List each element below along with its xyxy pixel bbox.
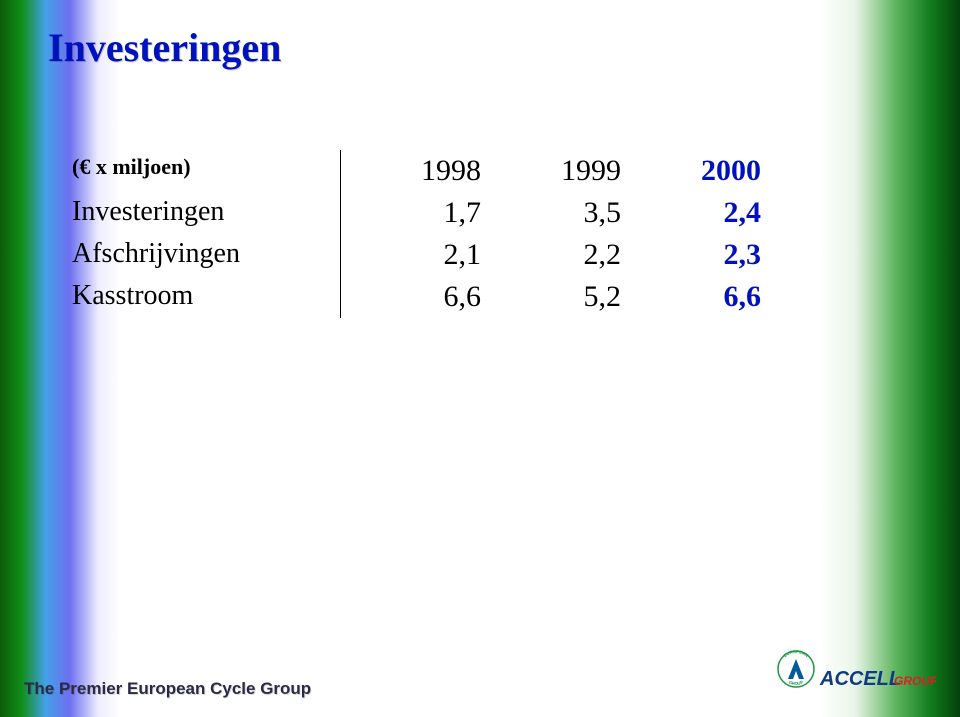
table-cell: 6,6 [341,276,482,318]
table-column-header: 1998 [341,150,482,192]
table-column-header: 2000 [621,150,761,192]
table-cell: 3,5 [481,192,621,234]
data-table: (€ x miljoen)199819992000 Investeringen1,… [72,150,761,318]
table-cell: 5,2 [481,276,621,318]
table-row-label: Kasstroom [72,276,341,318]
footer-tagline: The Premier European Cycle Group [24,679,311,699]
svg-text:EUROPEAN: EUROPEAN [783,649,810,658]
logo-brand-text: ACCELL [819,668,901,690]
table-column-header: 1999 [481,150,621,192]
company-logo: EUROPEAN GROUP ACCELL GROUP [776,647,936,707]
slide-title: Investeringen [48,24,281,71]
table-cell: 6,6 [621,276,761,318]
table-cell: 2,2 [481,234,621,276]
table-cell: 2,3 [621,234,761,276]
svg-text:GROUP: GROUP [788,679,804,686]
logo-a-icon [788,659,804,679]
logo-ring-top-text: EUROPEAN [783,649,810,658]
table-cell: 1,7 [341,192,482,234]
table-cell: 2,1 [341,234,482,276]
logo-ring-bottom-text: GROUP [788,679,804,686]
logo-group-text: GROUP [894,674,936,688]
table-row-label: Investeringen [72,192,341,234]
table-subheader: (€ x miljoen) [72,150,341,192]
table-cell: 2,4 [621,192,761,234]
table-row-label: Afschrijvingen [72,234,341,276]
